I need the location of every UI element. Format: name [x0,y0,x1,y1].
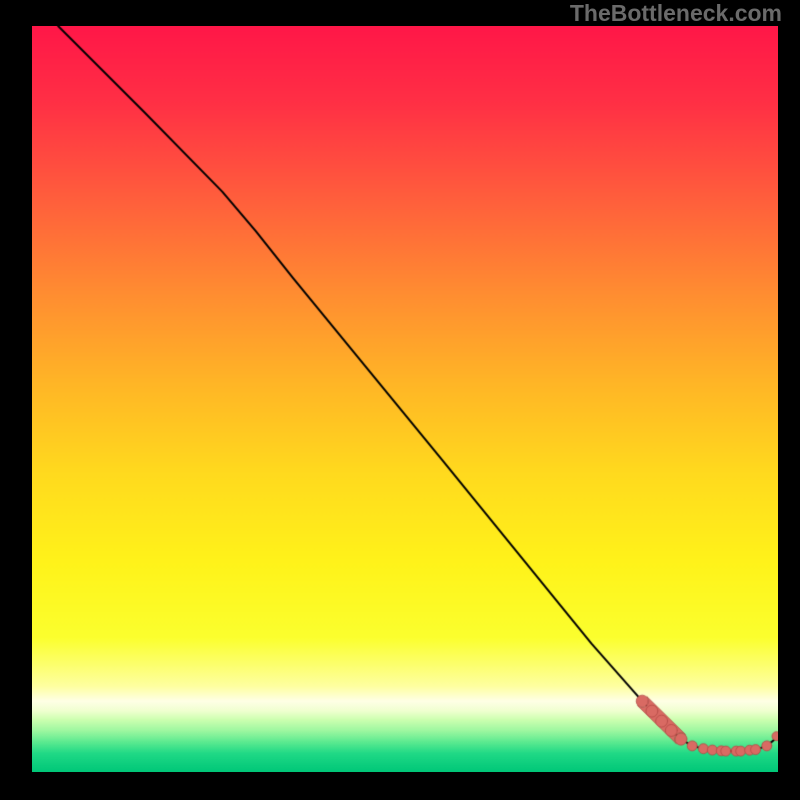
chart-stage: TheBottleneck.com [0,0,800,800]
watermark-text: TheBottleneck.com [570,0,782,27]
plot-area [32,26,778,772]
curve-layer [32,26,778,772]
